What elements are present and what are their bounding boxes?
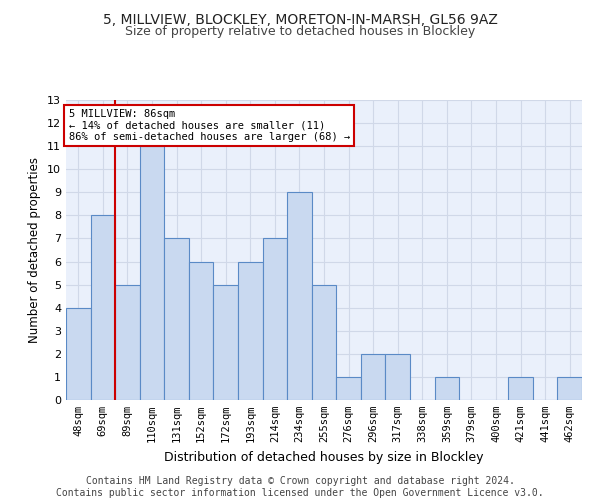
Text: Contains HM Land Registry data © Crown copyright and database right 2024.
Contai: Contains HM Land Registry data © Crown c… bbox=[56, 476, 544, 498]
Bar bbox=[287, 192, 312, 400]
Bar bbox=[336, 377, 361, 400]
Text: 5 MILLVIEW: 86sqm
← 14% of detached houses are smaller (11)
86% of semi-detached: 5 MILLVIEW: 86sqm ← 14% of detached hous… bbox=[68, 109, 350, 142]
Bar bbox=[66, 308, 91, 400]
Bar bbox=[164, 238, 189, 400]
Bar bbox=[312, 284, 336, 400]
Bar bbox=[263, 238, 287, 400]
Bar bbox=[385, 354, 410, 400]
Bar bbox=[140, 146, 164, 400]
Y-axis label: Number of detached properties: Number of detached properties bbox=[28, 157, 41, 343]
Bar bbox=[508, 377, 533, 400]
X-axis label: Distribution of detached houses by size in Blockley: Distribution of detached houses by size … bbox=[164, 450, 484, 464]
Bar bbox=[189, 262, 214, 400]
Text: Size of property relative to detached houses in Blockley: Size of property relative to detached ho… bbox=[125, 25, 475, 38]
Bar bbox=[557, 377, 582, 400]
Bar bbox=[91, 216, 115, 400]
Bar bbox=[238, 262, 263, 400]
Bar bbox=[434, 377, 459, 400]
Bar bbox=[115, 284, 140, 400]
Bar bbox=[214, 284, 238, 400]
Text: 5, MILLVIEW, BLOCKLEY, MORETON-IN-MARSH, GL56 9AZ: 5, MILLVIEW, BLOCKLEY, MORETON-IN-MARSH,… bbox=[103, 12, 497, 26]
Bar bbox=[361, 354, 385, 400]
